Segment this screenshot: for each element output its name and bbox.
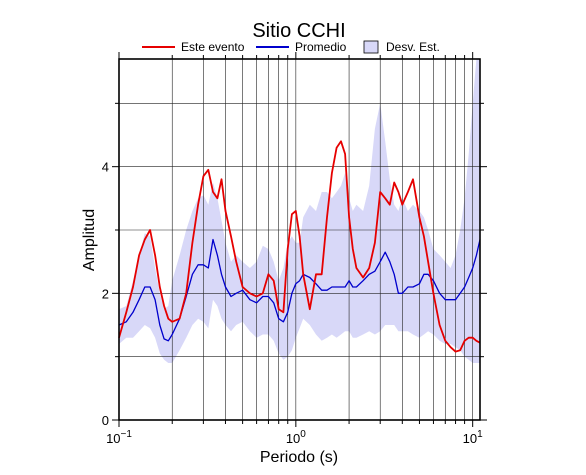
x-tick-label: 100 — [286, 429, 306, 446]
axes-frame — [112, 52, 487, 427]
y-tick-label: 2 — [102, 286, 109, 301]
plot-frame — [118, 58, 481, 421]
x-axis-label: Periodo (s) — [260, 449, 338, 466]
legend-label-promedio: Promedio — [295, 40, 347, 54]
x-tick-label: 101 — [463, 429, 483, 446]
legend-label-este-evento: Este evento — [181, 40, 245, 54]
legend-swatch-desv-est — [363, 40, 379, 54]
chart-title: Sitio CCHI — [252, 20, 345, 42]
series-layer — [118, 140, 481, 353]
y-tick-label: 0 — [102, 413, 109, 428]
series-line-este-evento — [118, 140, 481, 353]
legend-label-desv-est: Desv. Est. — [386, 40, 440, 54]
std-dev-band-layer — [119, 59, 480, 363]
y-tick-label: 4 — [102, 160, 109, 175]
y-axis-label: Amplitud — [81, 209, 98, 271]
grid-layer — [118, 59, 480, 420]
std-dev-band — [119, 59, 480, 363]
chart-legend: Este evento Promedio Desv. Est. — [142, 40, 440, 54]
tick-labels: 0 2 4 10−1 100 101 — [102, 160, 483, 446]
x-tick-label: 10−1 — [106, 429, 132, 446]
